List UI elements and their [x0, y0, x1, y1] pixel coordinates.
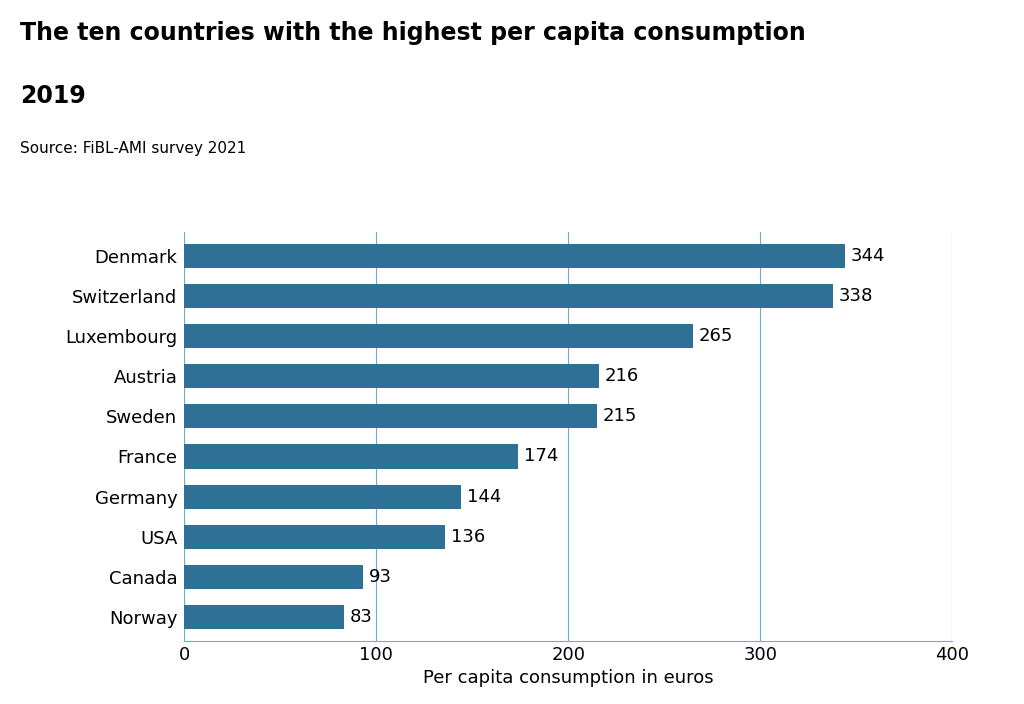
Bar [184, 605, 344, 629]
Text: 265: 265 [698, 327, 733, 346]
Text: 83: 83 [349, 608, 373, 626]
Bar [184, 244, 845, 268]
X-axis label: Per capita consumption in euros: Per capita consumption in euros [423, 669, 714, 687]
Bar [184, 405, 597, 429]
Text: 174: 174 [524, 448, 558, 465]
Text: Source: FiBL-AMI survey 2021: Source: FiBL-AMI survey 2021 [20, 141, 247, 156]
Text: 144: 144 [467, 488, 501, 505]
Bar [184, 524, 445, 548]
Text: 344: 344 [851, 247, 885, 265]
Text: 93: 93 [369, 567, 391, 586]
Text: 216: 216 [605, 367, 639, 385]
Bar [184, 565, 362, 589]
Text: 338: 338 [839, 287, 873, 306]
Text: 136: 136 [452, 527, 485, 546]
Bar [184, 484, 461, 508]
Text: 215: 215 [603, 408, 637, 425]
Text: 2019: 2019 [20, 84, 86, 108]
Bar [184, 365, 599, 389]
Bar [184, 284, 834, 308]
Bar [184, 325, 693, 348]
Bar [184, 444, 518, 468]
Text: The ten countries with the highest per capita consumption: The ten countries with the highest per c… [20, 21, 806, 45]
